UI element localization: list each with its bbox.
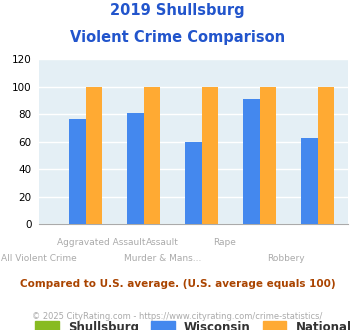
Text: All Violent Crime: All Violent Crime xyxy=(1,254,77,263)
Text: Murder & Mans...: Murder & Mans... xyxy=(124,254,201,263)
Text: 2019 Shullsburg: 2019 Shullsburg xyxy=(110,3,245,18)
Text: Robbery: Robbery xyxy=(267,254,305,263)
Bar xyxy=(244,99,260,224)
Legend: Shullsburg, Wisconsin, National: Shullsburg, Wisconsin, National xyxy=(31,316,355,330)
Text: Violent Crime Comparison: Violent Crime Comparison xyxy=(70,30,285,45)
Bar xyxy=(301,138,318,224)
Bar xyxy=(185,142,202,224)
Bar xyxy=(202,87,218,224)
Bar xyxy=(318,87,334,224)
Bar xyxy=(260,87,276,224)
Text: Assault: Assault xyxy=(146,238,179,247)
Bar xyxy=(143,87,160,224)
Bar xyxy=(86,87,102,224)
Text: Rape: Rape xyxy=(213,238,236,247)
Bar xyxy=(127,113,143,224)
Text: © 2025 CityRating.com - https://www.cityrating.com/crime-statistics/: © 2025 CityRating.com - https://www.city… xyxy=(32,312,323,321)
Text: Aggravated Assault: Aggravated Assault xyxy=(56,238,145,247)
Bar xyxy=(69,118,86,224)
Text: Compared to U.S. average. (U.S. average equals 100): Compared to U.S. average. (U.S. average … xyxy=(20,279,335,289)
